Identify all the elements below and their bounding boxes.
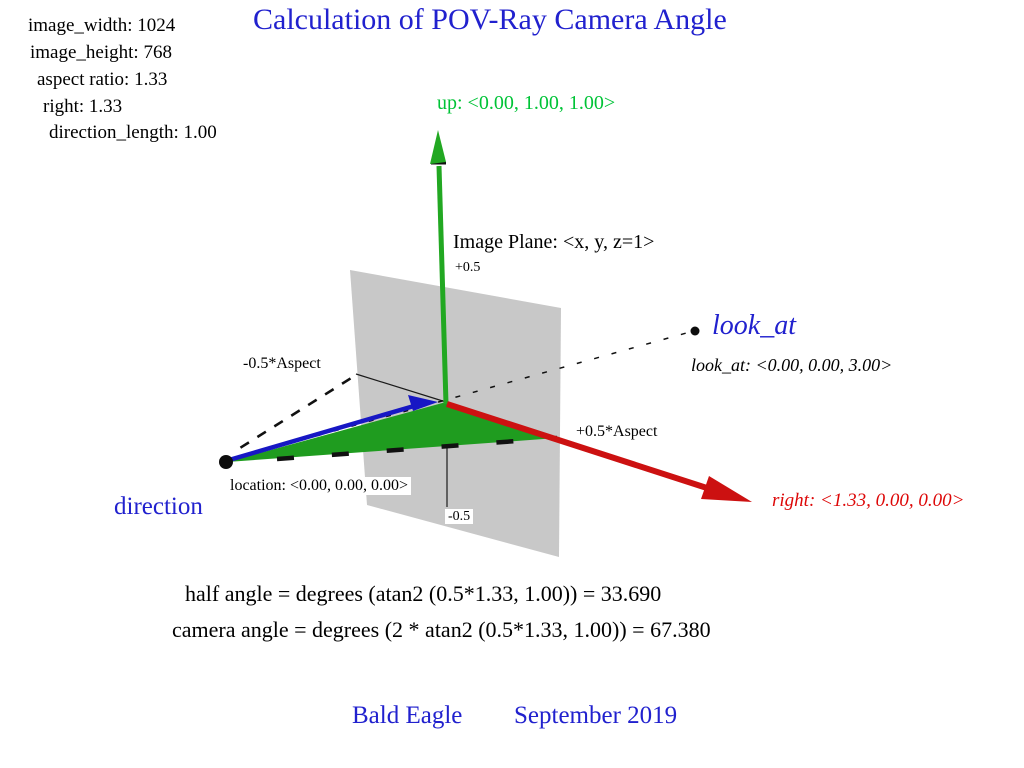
direction-arrow-shaft bbox=[228, 403, 415, 463]
direction-arrowhead bbox=[408, 395, 438, 411]
right-arrow-shaft bbox=[446, 401, 711, 492]
half-angle-formula: half angle = degrees (atan2 (0.5*1.33, 1… bbox=[185, 581, 662, 606]
right-arrowhead bbox=[701, 476, 752, 502]
look-at-value-label: look_at: <0.00, 0.00, 3.00> bbox=[691, 355, 893, 375]
param-direction-length: direction_length: 1.00 bbox=[49, 122, 217, 143]
plus-half-label: +0.5 bbox=[452, 260, 484, 276]
location-dot bbox=[219, 455, 233, 469]
page-title: Calculation of POV-Ray Camera Angle bbox=[253, 3, 727, 36]
image-plane-label: Image Plane: <x, y, z=1> bbox=[453, 231, 655, 253]
location-value-label: location: <0.00, 0.00, 0.00> bbox=[227, 477, 412, 495]
right-frustum-dashed-line bbox=[276, 435, 558, 462]
param-image-width: image_width: 1024 bbox=[28, 15, 176, 36]
param-aspect-ratio: aspect ratio: 1.33 bbox=[37, 69, 168, 90]
plus-half-aspect-label: +0.5*Aspect bbox=[573, 423, 661, 441]
footer-author: Bald Eagle bbox=[352, 702, 463, 729]
look-at-label: look_at bbox=[712, 310, 796, 341]
view-ray-dotted-line bbox=[229, 331, 691, 461]
camera-angle-formula: camera angle = degrees (2 * atan2 (0.5*1… bbox=[172, 617, 711, 642]
footer-date: September 2019 bbox=[514, 702, 678, 729]
up-arrowhead bbox=[430, 130, 446, 164]
left-frustum-dashed-line bbox=[231, 373, 357, 455]
horizontal-axis-line bbox=[355, 373, 447, 403]
fov-triangle bbox=[227, 402, 557, 462]
minus-half-aspect-label: -0.5*Aspect bbox=[240, 355, 324, 373]
direction-label: direction bbox=[114, 493, 203, 520]
up-arrow-shaft bbox=[436, 165, 449, 405]
param-image-height: image_height: 768 bbox=[30, 42, 172, 63]
minus-half-label: -0.5 bbox=[445, 509, 474, 525]
right-vector-label: right: <1.33, 0.00, 0.00> bbox=[772, 490, 965, 511]
param-right: right: 1.33 bbox=[43, 96, 123, 117]
up-vector-label: up: <0.00, 1.00, 1.00> bbox=[437, 92, 616, 114]
look-at-dot bbox=[690, 326, 700, 336]
